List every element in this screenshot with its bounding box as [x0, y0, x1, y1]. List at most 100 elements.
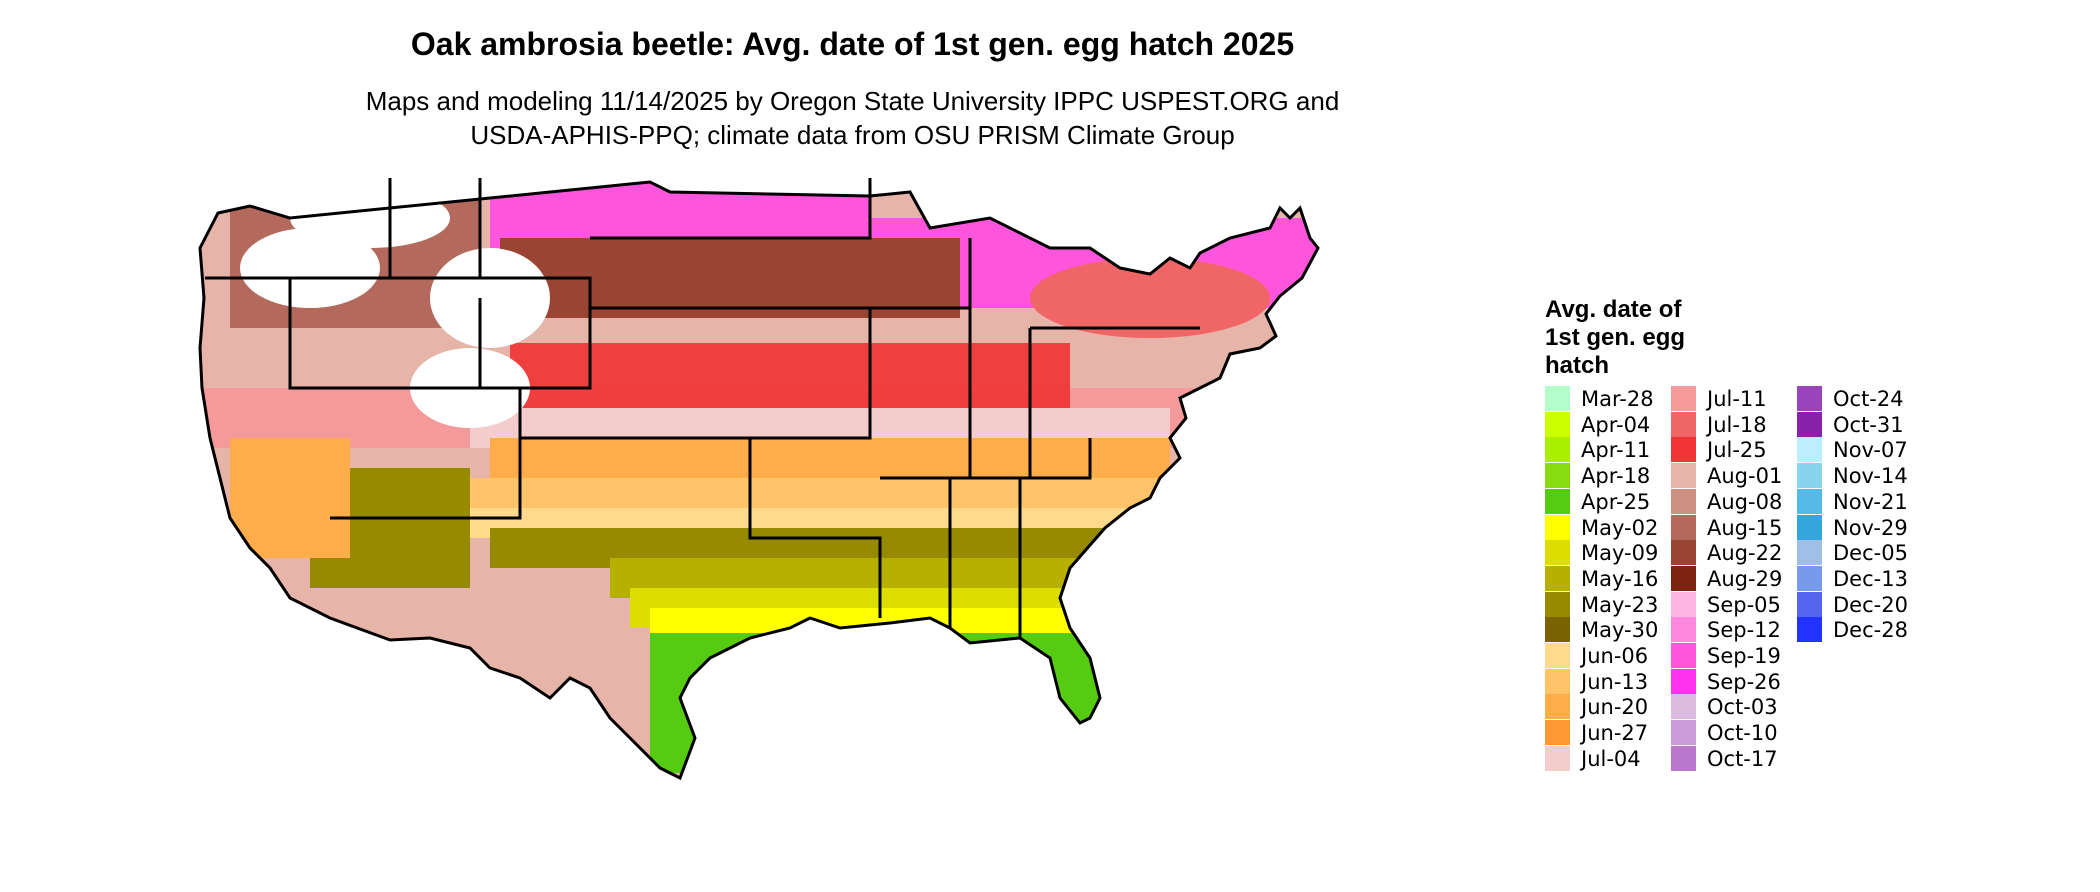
- legend-label: Oct-24: [1833, 387, 1904, 411]
- legend-item: Jun-06: [1545, 643, 1675, 669]
- legend-item: Jun-27: [1545, 720, 1675, 746]
- legend-title-line-3: hatch: [1545, 352, 1610, 379]
- legend-swatch: [1545, 540, 1570, 566]
- legend-label: May-09: [1581, 541, 1659, 566]
- legend-label: Sep-05: [1707, 592, 1781, 617]
- legend-swatch: [1797, 386, 1822, 411]
- legend-label: Jun-27: [1581, 721, 1649, 746]
- legend-item: Oct-10: [1671, 720, 1801, 746]
- state-line-texas: [748, 438, 882, 618]
- legend-item: Dec-13: [1797, 565, 1927, 592]
- band-apr-25: [650, 633, 1130, 773]
- state-line-idaho-nevada: [288, 278, 482, 390]
- legend-label: Oct-17: [1707, 746, 1778, 771]
- us-map: [190, 178, 1530, 890]
- legend-label: Sep-19: [1707, 644, 1781, 668]
- legend-item: Oct-03: [1671, 694, 1801, 720]
- legend-item: Sep-12: [1671, 617, 1801, 643]
- state-boundaries: [205, 178, 1200, 638]
- us-outline: [198, 180, 1320, 781]
- legend-item: Oct-31: [1797, 411, 1927, 438]
- legend-item: Sep-05: [1671, 591, 1801, 618]
- legend-swatch: [1545, 488, 1570, 514]
- legend-item: Apr-04: [1545, 411, 1675, 438]
- legend-label: Jul-25: [1707, 438, 1767, 463]
- legend-item: Oct-24: [1797, 386, 1927, 412]
- legend-label: Apr-25: [1581, 489, 1651, 514]
- legend-item: Nov-07: [1797, 437, 1927, 463]
- legend-label: Nov-14: [1833, 464, 1908, 489]
- legend-item: May-02: [1545, 514, 1675, 541]
- legend-title-line-2: 1st gen. egg: [1545, 324, 1686, 351]
- legend-label: Mar-28: [1581, 387, 1654, 411]
- legend-label: Dec-20: [1833, 592, 1908, 617]
- legend-label: Oct-31: [1833, 412, 1904, 437]
- legend-item: Jun-20: [1545, 694, 1675, 720]
- legend-label: Nov-29: [1833, 515, 1908, 540]
- legend-swatch: [1797, 411, 1822, 437]
- legend-label: Aug-29: [1707, 566, 1783, 591]
- legend-swatch: [1797, 617, 1822, 643]
- legend-swatch: [1797, 591, 1822, 617]
- legend-label: Dec-13: [1833, 566, 1908, 591]
- legend-swatch: [1797, 488, 1822, 514]
- egg-hatch-raster: [200, 182, 1318, 778]
- legend-swatch: [1671, 488, 1696, 514]
- legend-label: Dec-28: [1833, 618, 1908, 643]
- legend-item: Nov-21: [1797, 488, 1927, 515]
- legend-item: May-16: [1545, 565, 1675, 592]
- state-line-kansas-oklahoma: [520, 308, 872, 440]
- legend-item: Aug-29: [1671, 565, 1801, 592]
- legend-swatch: [1545, 514, 1570, 540]
- legend-swatch: [1545, 437, 1570, 463]
- legend-label: Apr-18: [1581, 464, 1651, 489]
- montana-white: [290, 188, 450, 248]
- legend-swatch: [1545, 745, 1570, 771]
- legend-item: Jul-11: [1671, 386, 1801, 412]
- legend-item: Jul-18: [1671, 411, 1801, 438]
- legend-item: May-23: [1545, 591, 1675, 618]
- legend-swatch: [1671, 668, 1696, 694]
- legend-item: May-30: [1545, 617, 1675, 643]
- legend-swatch: [1545, 591, 1570, 617]
- legend-swatch: [1671, 386, 1696, 411]
- legend-swatch: [1545, 668, 1570, 694]
- legend-swatch: [1671, 745, 1696, 771]
- map-subtitle: Maps and modeling 11/14/2025 by Oregon S…: [0, 84, 1705, 152]
- legend-swatch: [1671, 617, 1696, 643]
- band-jul-25: [510, 343, 1070, 418]
- legend-label: Apr-04: [1581, 412, 1651, 437]
- legend-swatch: [1671, 437, 1696, 463]
- legend-item: Nov-29: [1797, 514, 1927, 541]
- legend-label: Oct-03: [1707, 695, 1778, 720]
- legend-swatch: [1671, 540, 1696, 566]
- legend-label: Sep-12: [1707, 618, 1781, 643]
- ca-valley: [230, 438, 350, 558]
- legend-swatch: [1671, 643, 1696, 668]
- legend-swatch: [1797, 540, 1822, 566]
- legend-title-line-1: Avg. date of: [1545, 296, 1682, 323]
- legend-label: Aug-08: [1707, 489, 1783, 514]
- legend-label: Aug-15: [1707, 515, 1783, 540]
- legend-label: Jul-18: [1707, 412, 1767, 437]
- legend-swatch: [1545, 617, 1570, 643]
- legend-swatch: [1545, 720, 1570, 746]
- legend-label: Aug-22: [1707, 541, 1783, 566]
- idaho-white: [240, 228, 380, 308]
- legend-label: Jul-04: [1581, 746, 1641, 771]
- legend-swatch: [1797, 565, 1822, 591]
- legend-item: Dec-20: [1797, 591, 1927, 618]
- legend-item: Apr-11: [1545, 437, 1675, 463]
- legend-label: Jul-11: [1707, 387, 1767, 411]
- legend-swatch: [1671, 720, 1696, 746]
- legend-label: Jun-13: [1581, 669, 1649, 694]
- legend-item: Apr-25: [1545, 488, 1675, 515]
- legend-swatch: [1671, 411, 1696, 437]
- state-line-dakotas: [590, 178, 872, 240]
- legend-swatch: [1545, 411, 1570, 437]
- legend-swatch: [1545, 463, 1570, 489]
- legend-item: Sep-19: [1671, 643, 1801, 669]
- wyoming-white: [430, 248, 550, 348]
- legend-item: Oct-17: [1671, 745, 1801, 772]
- state-line-alabama-georgia: [948, 478, 1022, 638]
